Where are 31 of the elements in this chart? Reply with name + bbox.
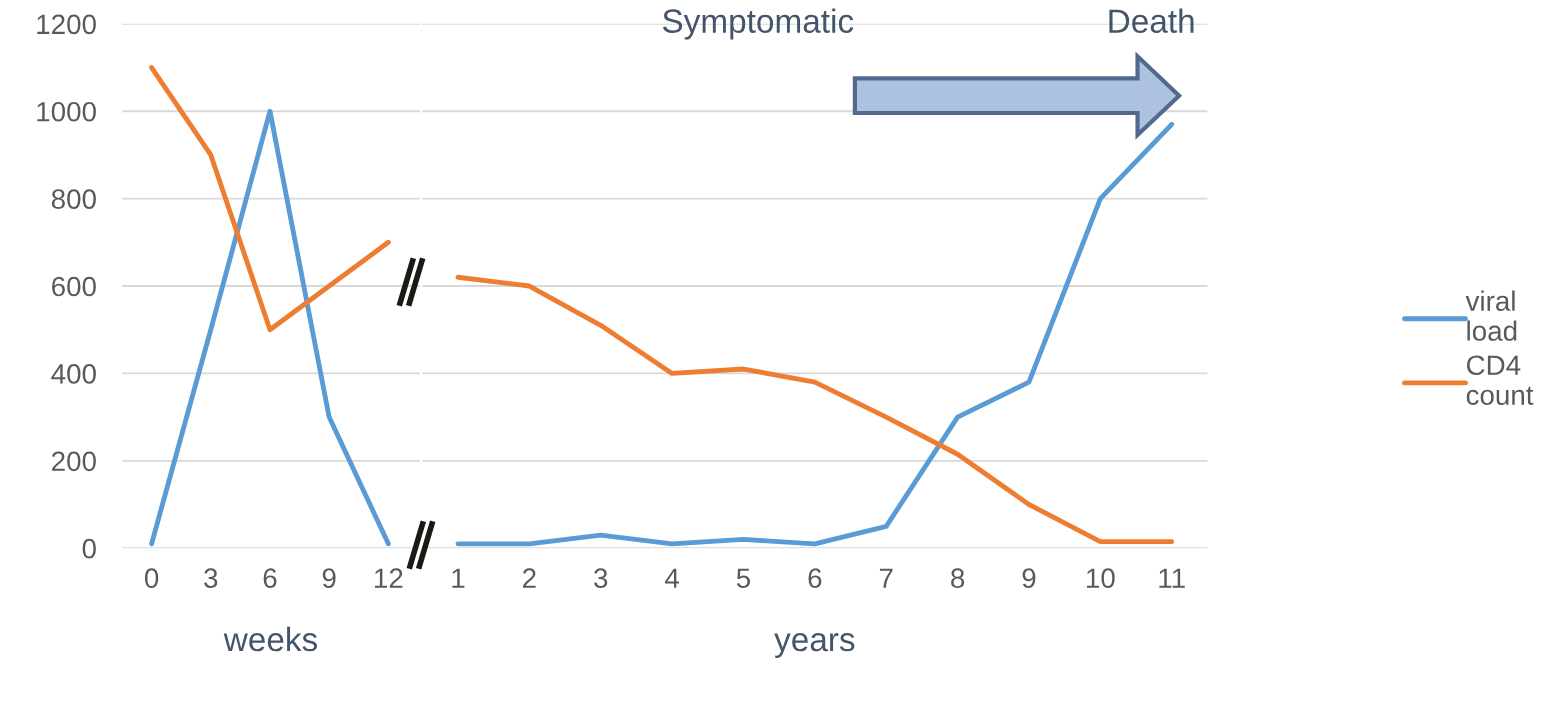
- y-tick-label: 600: [52, 276, 96, 297]
- line-series: [149, 65, 391, 333]
- x-tick-label: 8: [951, 568, 965, 589]
- annotation: Symptomatic: [662, 8, 854, 40]
- x-tick-label: 5: [736, 568, 751, 589]
- y-tick-label: 1200: [37, 14, 96, 35]
- line-series: [149, 108, 391, 547]
- annotation: Death: [1109, 8, 1194, 33]
- legend-label: CD4 count: [1466, 355, 1534, 405]
- x-tick-label: 3: [594, 568, 608, 589]
- x-tick-label: 6: [808, 568, 822, 589]
- x-tick-label: 9: [322, 568, 336, 589]
- x-tick-label: 4: [665, 568, 680, 588]
- y-tick-label: 1000: [37, 101, 96, 122]
- x-tick-label: 6: [263, 568, 277, 589]
- x-tick-label: 3: [204, 568, 218, 589]
- x-tick-label: 11: [1159, 568, 1185, 588]
- x-axis-title: years: [774, 633, 855, 658]
- x-tick-label: 2: [523, 568, 536, 588]
- y-tick-label: 800: [51, 189, 96, 209]
- y-tick-label: 0: [82, 538, 96, 559]
- x-tick-label: 12: [375, 568, 403, 588]
- x-axis-title: weeks: [223, 626, 317, 652]
- x-tick-label: 0: [144, 568, 159, 589]
- y-tick-label: 400: [51, 364, 96, 384]
- x-tick-label: 10: [1087, 568, 1115, 589]
- x-tick-label: 9: [1022, 568, 1036, 589]
- legend-label: viral load: [1465, 290, 1517, 341]
- x-tick-label: 7: [879, 568, 893, 588]
- y-tick-label: 200: [52, 451, 96, 472]
- x-tick-label: 1: [452, 568, 465, 588]
